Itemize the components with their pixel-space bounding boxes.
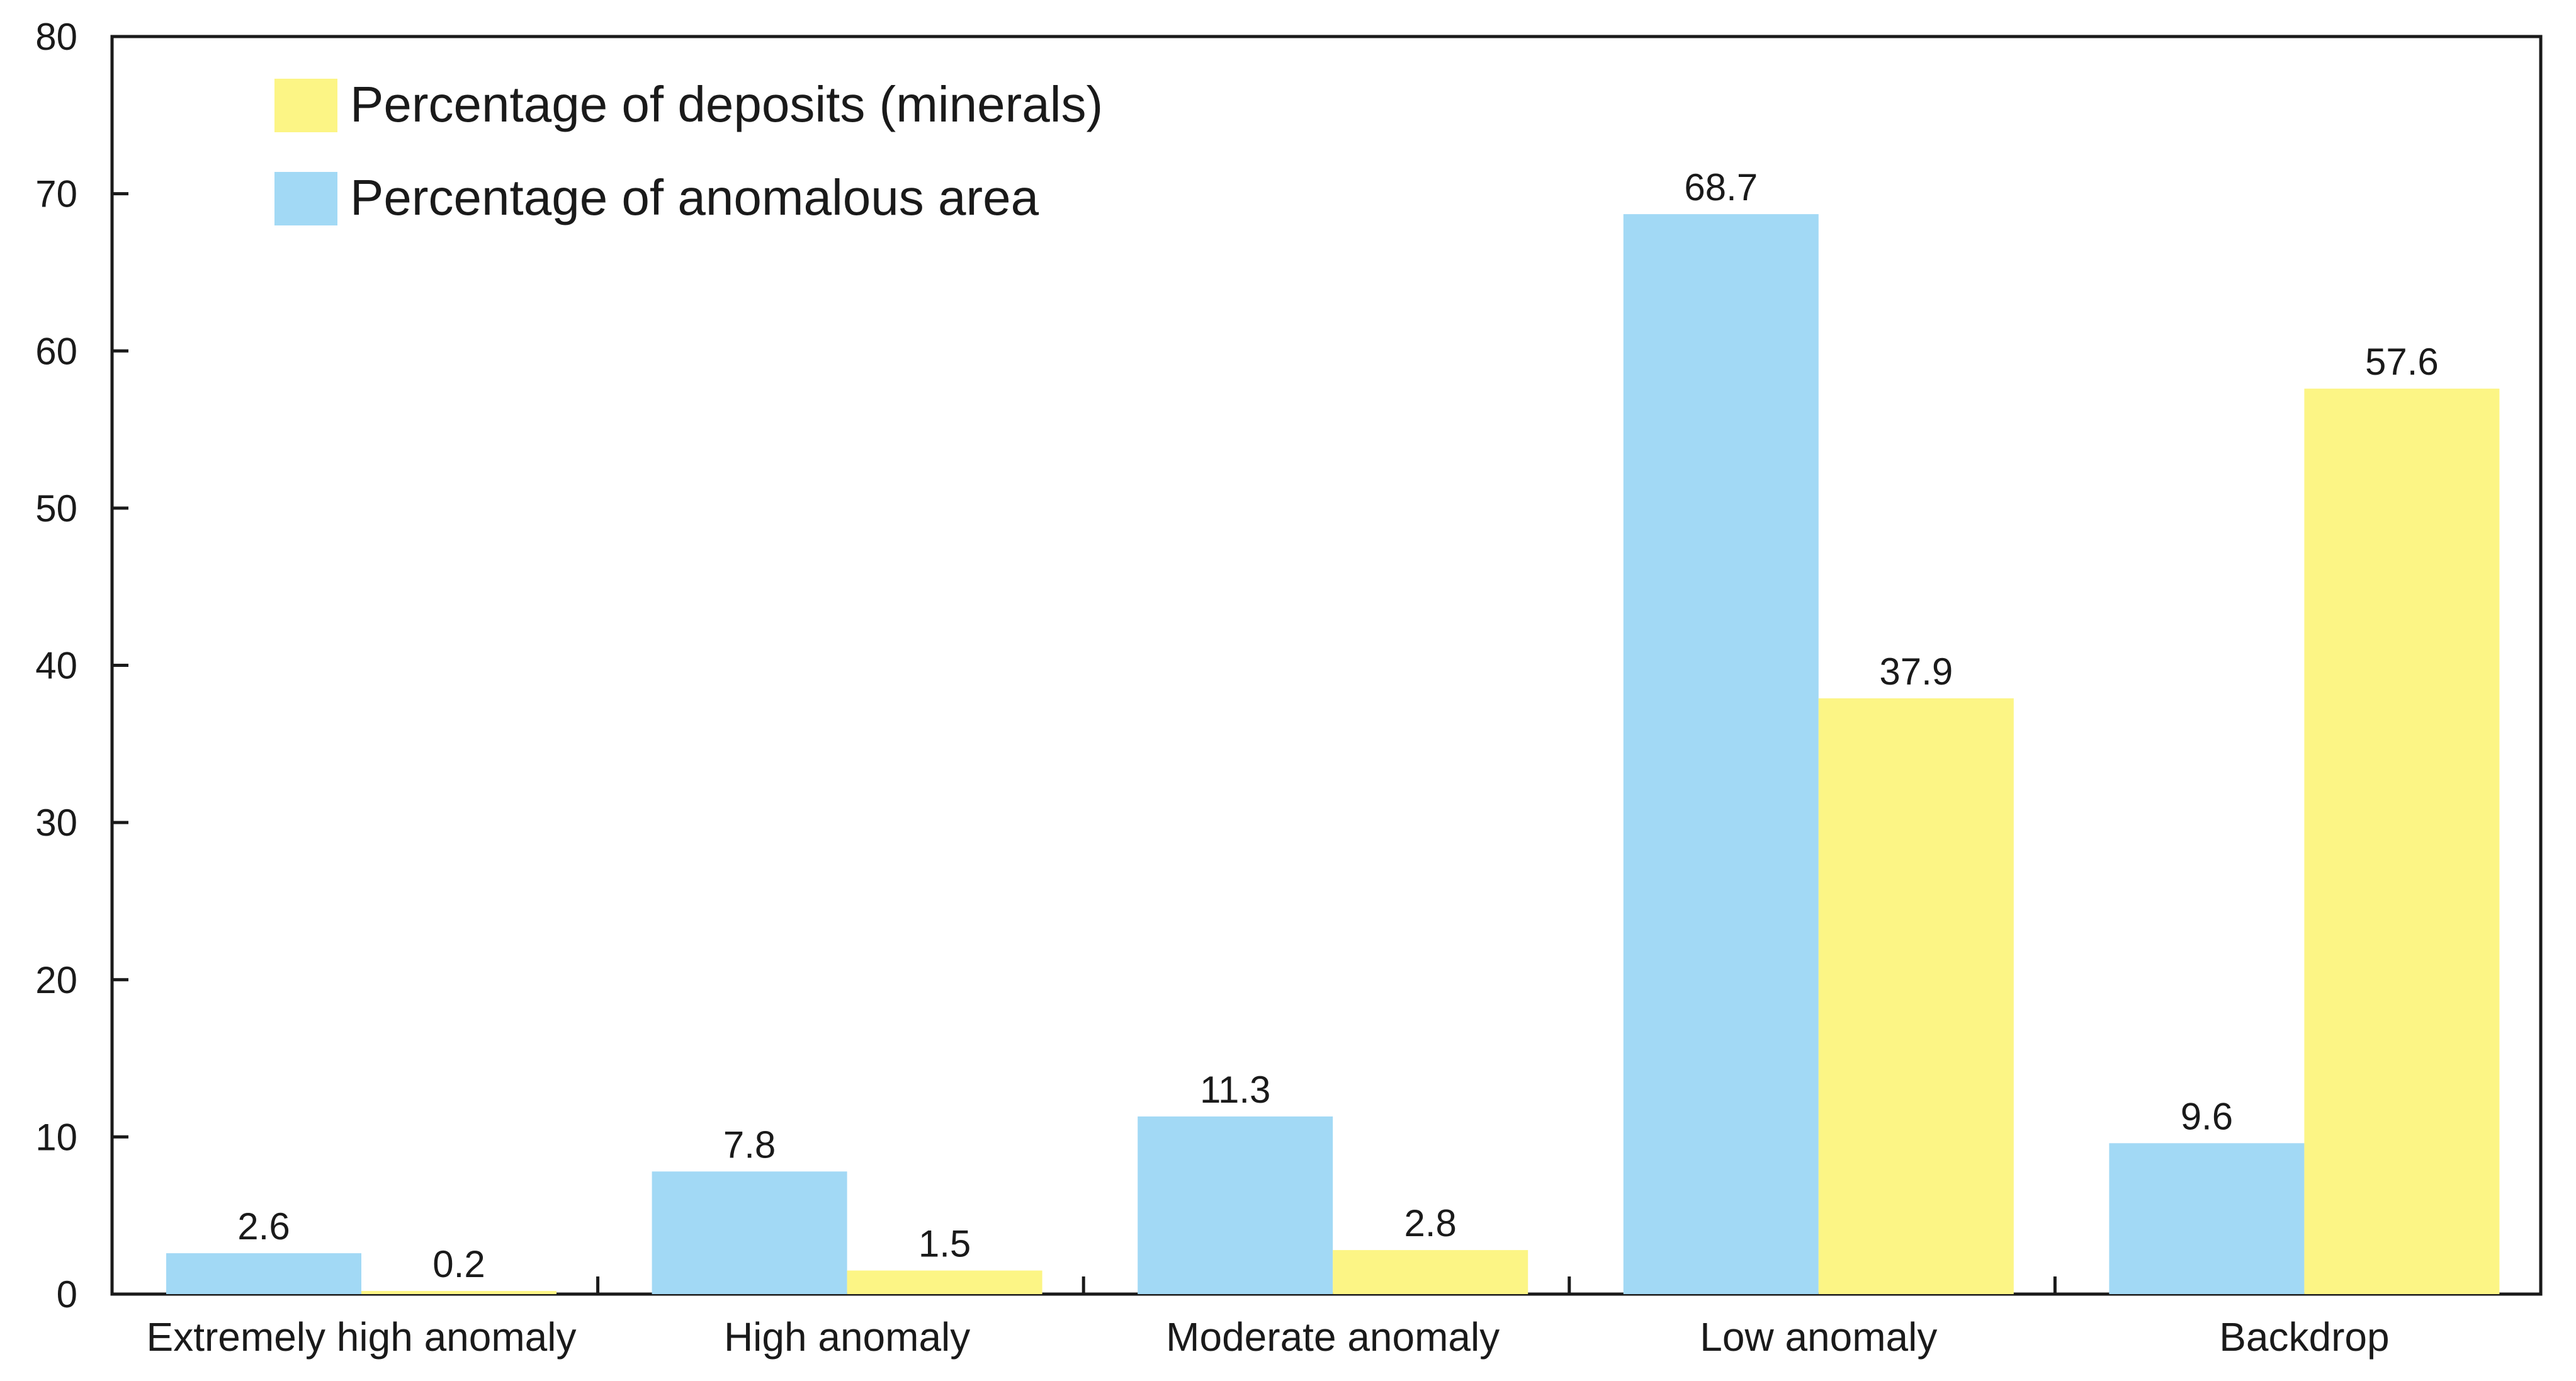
bar-deposits <box>361 1291 556 1294</box>
bar-anomalous-area <box>166 1253 361 1294</box>
x-tick-label: Extremely high anomaly <box>147 1314 577 1360</box>
y-tick-label: 80 <box>35 16 77 58</box>
data-label: 57.6 <box>2365 341 2439 383</box>
x-axis: Extremely high anomaly High anomaly Modera… <box>147 1276 2390 1360</box>
data-label: 11.3 <box>1200 1069 1270 1111</box>
y-tick-label: 20 <box>35 959 77 1001</box>
data-label: 37.9 <box>1879 651 1953 693</box>
legend-label: Percentage of anomalous area <box>350 169 1039 225</box>
data-label: 1.5 <box>918 1223 971 1265</box>
x-tick-label: Moderate anomaly <box>1166 1314 1500 1360</box>
bar-anomalous-area <box>2109 1143 2305 1294</box>
bar-deposits <box>1333 1250 1528 1294</box>
bar-deposits <box>847 1270 1042 1294</box>
legend-swatch <box>274 172 337 225</box>
data-label: 0.2 <box>432 1243 485 1285</box>
data-label: 9.6 <box>2181 1095 2233 1137</box>
legend: Percentage of deposits (minerals) Percent… <box>274 76 1103 225</box>
data-label: 2.6 <box>237 1205 290 1247</box>
data-label: 68.7 <box>1684 166 1758 208</box>
data-labels: 2.6 0.2 7.8 1.5 11.3 2.8 68.7 37.9 9.6 57.6 <box>237 166 2439 1285</box>
y-tick-label: 40 <box>35 645 77 687</box>
bar-deposits <box>2304 389 2500 1295</box>
y-tick-label: 70 <box>35 173 77 215</box>
x-tick-label: High anomaly <box>724 1314 970 1360</box>
bars <box>166 214 2500 1295</box>
legend-label: Percentage of deposits (minerals) <box>350 76 1103 132</box>
bar-anomalous-area <box>1138 1116 1333 1294</box>
bar-anomalous-area <box>652 1171 847 1294</box>
data-label: 2.8 <box>1404 1202 1456 1244</box>
bar-anomalous-area <box>1623 214 1819 1294</box>
x-tick-label: Backdrop <box>2219 1314 2389 1360</box>
y-tick-label: 0 <box>57 1273 77 1316</box>
legend-swatch <box>274 79 337 132</box>
y-tick-label: 30 <box>35 802 77 844</box>
y-tick-label: 10 <box>35 1116 77 1158</box>
x-tick-label: Low anomaly <box>1700 1314 1937 1360</box>
y-tick-label: 60 <box>35 330 77 372</box>
data-label: 7.8 <box>723 1123 776 1166</box>
bar-deposits <box>1818 698 2014 1294</box>
y-axis: 0 10 20 30 40 50 60 70 80 <box>35 16 128 1316</box>
y-tick-label: 50 <box>35 487 77 530</box>
